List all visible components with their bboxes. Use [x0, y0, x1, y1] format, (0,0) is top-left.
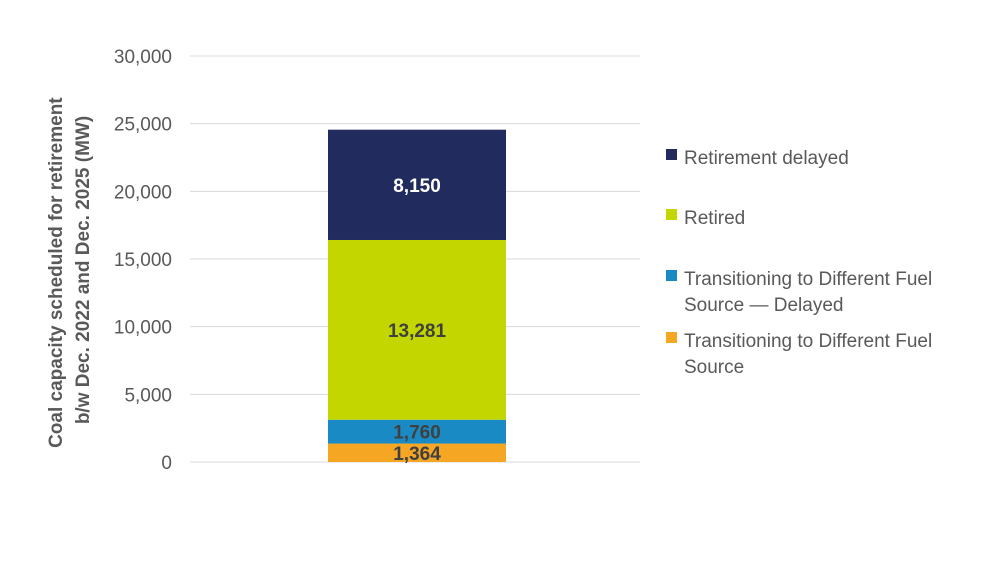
legend-swatch	[666, 270, 677, 281]
y-tick-label: 15,000	[114, 250, 172, 271]
y-tick-label: 0	[161, 453, 172, 474]
y-tick-labels: 0 5,000 10,000 15,000 20,000 25,000 30,000	[114, 47, 172, 474]
legend-label: Source	[684, 357, 744, 378]
y-tick-label: 5,000	[124, 385, 172, 406]
bar-segment	[328, 419, 506, 444]
bar-segment	[328, 443, 506, 462]
legend-label: Transitioning to Different Fuel	[684, 331, 932, 352]
bar-segment	[328, 129, 506, 240]
bar-segment	[328, 239, 506, 420]
data-label: 8,150	[393, 176, 441, 197]
y-axis-title: Coal capacity scheduled for retirement b…	[46, 92, 94, 448]
legend: Transitioning to Different Fuel Source Tra…	[666, 148, 932, 378]
y-axis-title-line-1: Coal capacity scheduled for retirement	[46, 97, 67, 448]
data-label: 1,364	[393, 444, 441, 465]
y-tick-label: 10,000	[114, 318, 172, 339]
data-label: 1,760	[393, 423, 441, 444]
y-axis-title-line-2: b/w Dec. 2022 and Dec. 2025 (MW)	[73, 116, 94, 424]
legend-swatch	[666, 209, 677, 220]
legend-swatch	[666, 332, 677, 343]
y-tick-label: 30,000	[114, 47, 172, 68]
legend-label: Transitioning to Different Fuel	[684, 269, 932, 290]
y-tick-label: 25,000	[114, 115, 172, 136]
legend-label: Retired	[684, 208, 745, 229]
data-label: 13,281	[388, 321, 447, 342]
y-tick-label: 20,000	[114, 182, 172, 203]
legend-label: Retirement delayed	[684, 148, 849, 169]
legend-swatch	[666, 149, 677, 160]
legend-label: Source — Delayed	[684, 295, 843, 316]
